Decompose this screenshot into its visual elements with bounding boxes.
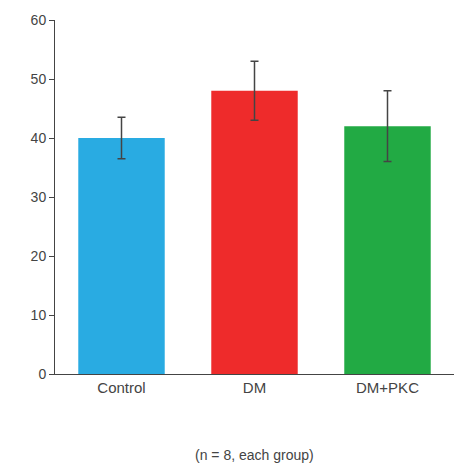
svg-text:DM: DM bbox=[243, 379, 266, 396]
svg-text:10: 10 bbox=[31, 307, 47, 323]
svg-text:DM+PKC: DM+PKC bbox=[356, 379, 419, 396]
svg-text:40: 40 bbox=[31, 130, 47, 146]
svg-text:60: 60 bbox=[31, 12, 47, 28]
svg-text:Control: Control bbox=[97, 379, 145, 396]
svg-text:0: 0 bbox=[38, 366, 46, 382]
svg-text:20: 20 bbox=[31, 248, 47, 264]
svg-text:50: 50 bbox=[31, 71, 47, 87]
svg-text:(n = 8, each group): (n = 8, each group) bbox=[195, 447, 314, 463]
svg-text:30: 30 bbox=[31, 189, 47, 205]
